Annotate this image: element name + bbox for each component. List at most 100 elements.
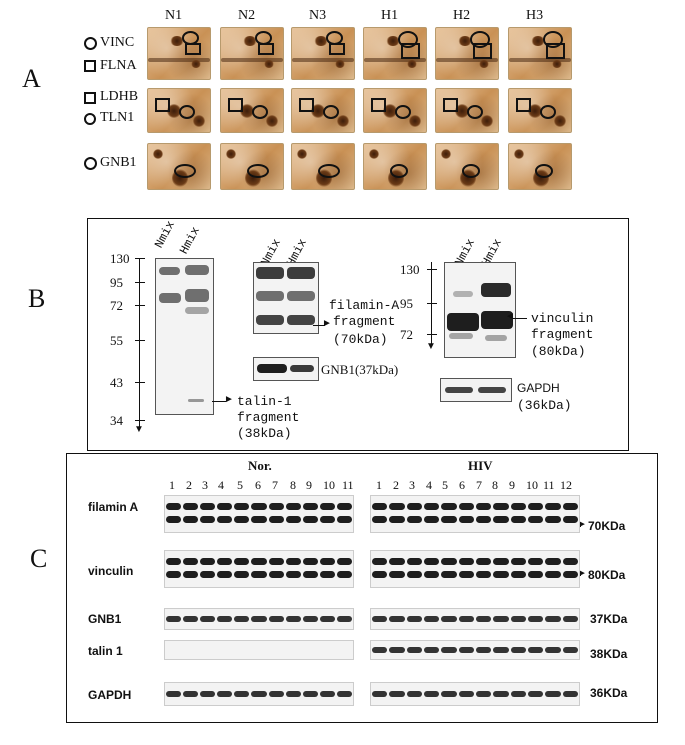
- b1-annotation-1: talin-1: [237, 394, 292, 409]
- gel-spot: [242, 35, 257, 46]
- b1-axis-arrow-icon: ▼: [134, 424, 144, 435]
- nor-lane-6: 6: [255, 478, 261, 492]
- tln1-marker-circle: [179, 105, 195, 120]
- gel-image: [508, 27, 572, 80]
- nor-lane-5: 5: [237, 478, 243, 492]
- b2-pointer-line: [313, 325, 325, 326]
- gel-image: [435, 27, 499, 80]
- blot-band: [268, 558, 284, 566]
- nor-lane-4: 4: [218, 478, 224, 492]
- b3-blot-image: [444, 262, 516, 358]
- blot-band: [510, 690, 526, 697]
- gel-streak: [148, 57, 210, 62]
- b1-marker-95: 95: [110, 275, 123, 290]
- vinc-marker-circle: [543, 31, 564, 48]
- gnb1-marker-circle: [247, 164, 270, 179]
- blot-band: [476, 647, 492, 654]
- blot-band: [268, 515, 284, 523]
- blot-band: [406, 647, 422, 654]
- gel-image: [147, 143, 211, 190]
- blot-band: [562, 616, 578, 622]
- gel-spot: [385, 35, 400, 46]
- blot-band: [285, 558, 301, 566]
- ldhb-marker-square: [228, 97, 244, 112]
- blot-band: [441, 616, 457, 622]
- blot-band: [441, 647, 457, 654]
- b3-marker-95: 95: [400, 296, 413, 311]
- blot-band: [217, 690, 233, 697]
- gel-spot: [408, 114, 421, 127]
- gel-spot: [152, 148, 163, 159]
- blot-band: [183, 570, 199, 578]
- blot-band: [166, 570, 182, 578]
- blot-band: [234, 616, 250, 622]
- hiv-lane-11: 11: [543, 478, 555, 492]
- b3-axis-arrow-icon: ▼: [426, 341, 436, 352]
- gel-image: [220, 27, 284, 80]
- gel-spot: [553, 114, 566, 127]
- blot-band: [336, 690, 352, 697]
- row-label-gnb1: GNB1: [88, 612, 122, 626]
- b3-gapdh-band: [478, 387, 506, 393]
- b2-annotation-3: (70kDa): [333, 332, 388, 347]
- group-label-nor: Nor.: [248, 458, 272, 473]
- blot-band: [200, 690, 216, 697]
- blot-band: [372, 503, 388, 511]
- row-size-0: 70KDa: [588, 519, 626, 533]
- b2-annotation-2: fragment: [333, 314, 396, 329]
- b1-marker-tick: [135, 420, 145, 421]
- b3-marker-tick: [427, 269, 437, 270]
- blot-band: [476, 690, 492, 697]
- tln1-marker-circle: [467, 105, 483, 120]
- blot-band: [372, 570, 388, 578]
- gel-spot: [457, 35, 472, 46]
- blot-band: [251, 690, 267, 697]
- blot-band: [406, 515, 422, 523]
- gel-image: [508, 88, 572, 133]
- blot-band: [217, 616, 233, 622]
- blot-band: [217, 570, 233, 578]
- b3-annotation-2: fragment: [531, 327, 594, 342]
- blot-band: [528, 503, 544, 511]
- blot-band: [166, 503, 182, 511]
- tln1-marker-circle: [323, 105, 339, 120]
- gnb1-circle-icon: [84, 157, 97, 170]
- blot-band: [234, 558, 250, 566]
- blot-band: [545, 515, 561, 523]
- blot-band: [458, 515, 474, 523]
- blot-band: [372, 647, 388, 654]
- legend-vinc: VINC: [100, 35, 135, 50]
- blot-band: [510, 570, 526, 578]
- blot-band: [389, 690, 405, 697]
- gel-image: [291, 88, 355, 133]
- blot-band: [510, 647, 526, 654]
- b1-band: [185, 307, 209, 314]
- b1-marker-55: 55: [110, 333, 123, 348]
- hiv-blot-strip: [370, 682, 580, 706]
- blot-band: [319, 616, 335, 622]
- blot-band: [441, 515, 457, 523]
- b1-band: [159, 293, 181, 303]
- blot-band: [406, 690, 422, 697]
- blot-band: [251, 616, 267, 622]
- blot-band: [372, 616, 388, 622]
- b1-marker-43: 43: [110, 375, 123, 390]
- b1-marker-tick: [135, 282, 145, 283]
- row-size-arrow-icon: ►: [577, 568, 587, 579]
- row-size-3: 38KDa: [590, 647, 628, 661]
- blot-band: [268, 570, 284, 578]
- blot-band: [251, 503, 267, 511]
- b3-marker-72: 72: [400, 327, 413, 342]
- blot-band: [268, 616, 284, 622]
- gel-image: [435, 88, 499, 133]
- blot-band: [424, 515, 440, 523]
- blot-band: [424, 570, 440, 578]
- b2-pointer-arrow-icon: ►: [322, 318, 332, 329]
- blot-band: [285, 690, 301, 697]
- blot-band: [268, 503, 284, 511]
- blot-band: [217, 558, 233, 566]
- blot-band: [319, 503, 335, 511]
- blot-band: [510, 558, 526, 566]
- gel-image: [147, 88, 211, 133]
- gel-streak: [292, 57, 354, 62]
